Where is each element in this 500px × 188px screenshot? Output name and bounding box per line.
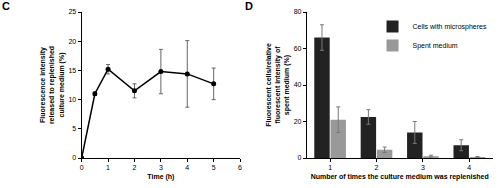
svg-text:C: C <box>2 0 10 12</box>
svg-text:5: 5 <box>212 164 216 171</box>
svg-text:10: 10 <box>68 96 76 103</box>
svg-text:6: 6 <box>238 164 242 171</box>
svg-text:3: 3 <box>159 164 163 171</box>
svg-text:25: 25 <box>68 8 76 15</box>
svg-text:Spent medium: Spent medium <box>413 42 458 50</box>
svg-text:2: 2 <box>375 164 379 171</box>
svg-text:1: 1 <box>328 164 332 171</box>
svg-text:5: 5 <box>72 125 76 132</box>
svg-text:80: 80 <box>294 8 302 15</box>
svg-text:60: 60 <box>294 45 302 52</box>
svg-text:0: 0 <box>298 154 302 161</box>
svg-text:0: 0 <box>72 154 76 161</box>
svg-text:15: 15 <box>68 67 76 74</box>
svg-text:Cells with microspheres: Cells with microspheres <box>413 23 487 31</box>
svg-text:Number of times the culture me: Number of times the culture medium was r… <box>311 173 489 181</box>
svg-text:D: D <box>245 0 253 12</box>
svg-text:40: 40 <box>294 81 302 88</box>
svg-text:1: 1 <box>106 164 110 171</box>
svg-text:4: 4 <box>467 164 471 171</box>
svg-text:2: 2 <box>133 164 137 171</box>
svg-text:Fluorescence intensityreleased: Fluorescence intensityreleased to replen… <box>39 46 65 124</box>
svg-text:20: 20 <box>294 118 302 125</box>
svg-text:Fluorescent cells/relativefluo: Fluorescent cells/relativefluorescent in… <box>265 43 291 127</box>
svg-text:20: 20 <box>68 38 76 45</box>
svg-text:Time (h): Time (h) <box>147 173 174 181</box>
svg-text:0: 0 <box>80 164 84 171</box>
svg-text:3: 3 <box>421 164 425 171</box>
svg-text:4: 4 <box>185 164 189 171</box>
